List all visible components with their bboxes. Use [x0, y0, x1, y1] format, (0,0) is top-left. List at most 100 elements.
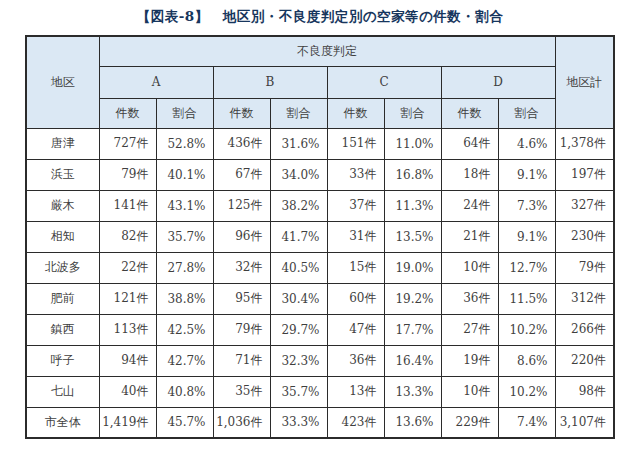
count-cell: 19件 [441, 345, 498, 376]
count-cell: 141件 [99, 190, 156, 221]
header-ratio-a: 割合 [156, 98, 213, 128]
count-cell: 47件 [327, 314, 384, 345]
ratio-cell: 38.2% [270, 190, 327, 221]
count-cell: 13件 [327, 376, 384, 407]
district-cell: 唐津 [26, 128, 99, 159]
ratio-cell: 33.3% [270, 407, 327, 438]
count-cell: 125件 [213, 190, 270, 221]
count-cell: 31件 [327, 221, 384, 252]
header-count-b: 件数 [213, 98, 270, 128]
ratio-cell: 10.2% [498, 376, 555, 407]
ratio-cell: 34.0% [270, 159, 327, 190]
count-cell: 727件 [99, 128, 156, 159]
ratio-cell: 17.7% [384, 314, 441, 345]
ratio-cell: 12.7% [498, 252, 555, 283]
count-cell: 27件 [441, 314, 498, 345]
count-cell: 10件 [441, 252, 498, 283]
district-total-cell: 327件 [555, 190, 614, 221]
ratio-cell: 32.3% [270, 345, 327, 376]
ratio-cell: 11.5% [498, 283, 555, 314]
table-row: 相知82件35.7%96件41.7%31件13.5%21件9.1%230件 [26, 221, 614, 252]
count-cell: 121件 [99, 283, 156, 314]
ratio-cell: 13.5% [384, 221, 441, 252]
header-row-subheaders: 件数 割合 件数 割合 件数 割合 件数 割合 [26, 98, 614, 128]
count-cell: 36件 [441, 283, 498, 314]
ratio-cell: 8.6% [498, 345, 555, 376]
header-row-group: 地区 不良度判定 地区計 [26, 36, 614, 66]
ratio-cell: 16.4% [384, 345, 441, 376]
count-cell: 151件 [327, 128, 384, 159]
ratio-cell: 42.7% [156, 345, 213, 376]
count-cell: 22件 [99, 252, 156, 283]
district-cell: 厳木 [26, 190, 99, 221]
ratio-cell: 11.0% [384, 128, 441, 159]
table-row: 呼子94件42.7%71件32.3%36件16.4%19件8.6%220件 [26, 345, 614, 376]
document-page: 【図表-8】 地区別・不良度判定別の空家等の件数・割合 地区 不良度判定 地区計… [0, 0, 640, 474]
district-total-cell: 98件 [555, 376, 614, 407]
ratio-cell: 9.1% [498, 159, 555, 190]
ratio-cell: 13.3% [384, 376, 441, 407]
count-cell: 33件 [327, 159, 384, 190]
ratio-cell: 52.8% [156, 128, 213, 159]
count-cell: 1,419件 [99, 407, 156, 438]
district-cell: 相知 [26, 221, 99, 252]
table-row: 北波多22件27.8%32件40.5%15件19.0%10件12.7%79件 [26, 252, 614, 283]
table-body: 唐津727件52.8%436件31.6%151件11.0%64件4.6%1,37… [26, 128, 614, 438]
ratio-cell: 7.3% [498, 190, 555, 221]
count-cell: 32件 [213, 252, 270, 283]
district-cell: 鎮西 [26, 314, 99, 345]
header-grade-d: D [441, 66, 555, 98]
count-cell: 40件 [99, 376, 156, 407]
count-cell: 71件 [213, 345, 270, 376]
count-cell: 82件 [99, 221, 156, 252]
ratio-cell: 30.4% [270, 283, 327, 314]
ratio-cell: 35.7% [270, 376, 327, 407]
ratio-cell: 43.1% [156, 190, 213, 221]
ratio-cell: 41.7% [270, 221, 327, 252]
ratio-cell: 7.4% [498, 407, 555, 438]
count-cell: 67件 [213, 159, 270, 190]
count-cell: 10件 [441, 376, 498, 407]
header-grade-c: C [327, 66, 441, 98]
district-total-cell: 312件 [555, 283, 614, 314]
table-row: 鎮西113件42.5%79件29.7%47件17.7%27件10.2%266件 [26, 314, 614, 345]
table-row: 肥前121件38.8%95件30.4%60件19.2%36件11.5%312件 [26, 283, 614, 314]
ratio-cell: 31.6% [270, 128, 327, 159]
ratio-cell: 19.2% [384, 283, 441, 314]
header-district: 地区 [26, 36, 99, 128]
ratio-cell: 38.8% [156, 283, 213, 314]
district-cell: 北波多 [26, 252, 99, 283]
count-cell: 21件 [441, 221, 498, 252]
count-cell: 37件 [327, 190, 384, 221]
header-ratio-b: 割合 [270, 98, 327, 128]
header-ratio-c: 割合 [384, 98, 441, 128]
header-count-a: 件数 [99, 98, 156, 128]
count-cell: 64件 [441, 128, 498, 159]
count-cell: 60件 [327, 283, 384, 314]
count-cell: 79件 [213, 314, 270, 345]
header-grade-b: B [213, 66, 327, 98]
district-cell: 肥前 [26, 283, 99, 314]
ratio-cell: 11.3% [384, 190, 441, 221]
count-cell: 436件 [213, 128, 270, 159]
count-cell: 229件 [441, 407, 498, 438]
ratio-cell: 4.6% [498, 128, 555, 159]
count-cell: 95件 [213, 283, 270, 314]
count-cell: 24件 [441, 190, 498, 221]
ratio-cell: 9.1% [498, 221, 555, 252]
district-cell: 浜玉 [26, 159, 99, 190]
ratio-cell: 10.2% [498, 314, 555, 345]
figure-title: 【図表-8】 地区別・不良度判定別の空家等の件数・割合 [0, 8, 640, 26]
count-cell: 423件 [327, 407, 384, 438]
vacant-house-table: 地区 不良度判定 地区計 A B C D 件数 割合 件数 割合 件数 割合 件… [25, 35, 615, 439]
district-total-cell: 220件 [555, 345, 614, 376]
district-cell: 七山 [26, 376, 99, 407]
header-count-c: 件数 [327, 98, 384, 128]
count-cell: 15件 [327, 252, 384, 283]
header-row-grades: A B C D [26, 66, 614, 98]
district-total-cell: 266件 [555, 314, 614, 345]
table-row: 厳木141件43.1%125件38.2%37件11.3%24件7.3%327件 [26, 190, 614, 221]
ratio-cell: 13.6% [384, 407, 441, 438]
header-grade-a: A [99, 66, 213, 98]
table-row: 七山40件40.8%35件35.7%13件13.3%10件10.2%98件 [26, 376, 614, 407]
